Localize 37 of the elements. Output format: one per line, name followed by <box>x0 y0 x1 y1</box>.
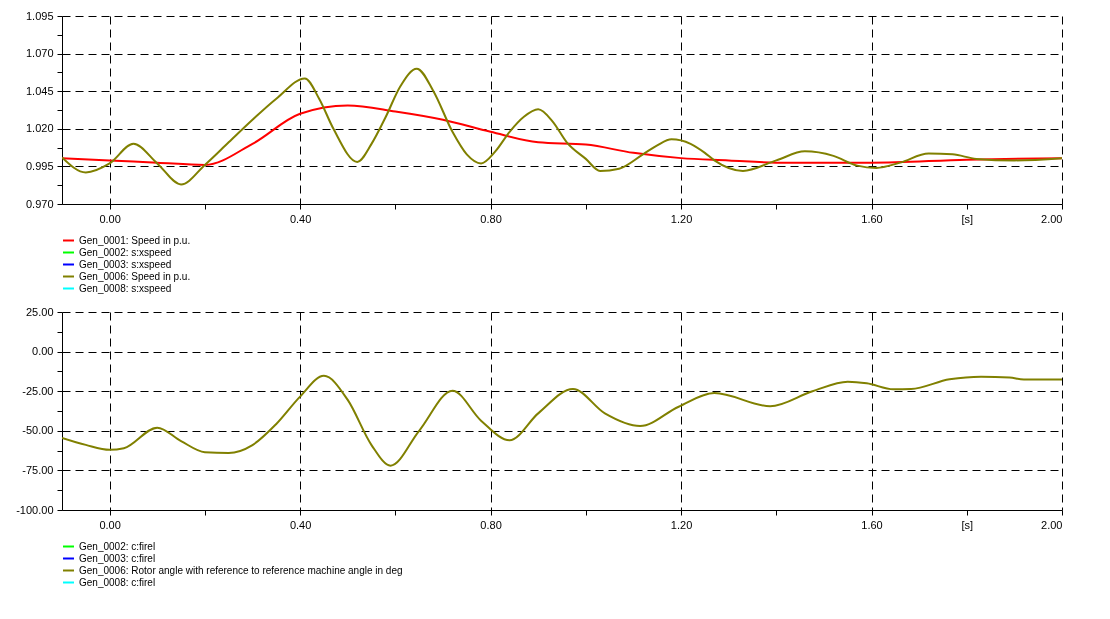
y-tick-label: 0.995 <box>25 159 54 172</box>
x-tick-label: 1.20 <box>670 212 693 225</box>
x-tick-label: 0.40 <box>289 212 312 225</box>
y-tick-label: -100.00 <box>16 503 54 516</box>
x-tick-label: 2.00 <box>1041 518 1063 531</box>
legend-label: Gen_0006: Speed in p.u. <box>79 270 191 282</box>
legend-label: Gen_0002: c:firel <box>79 540 156 552</box>
x-tick-label: 0.80 <box>480 212 502 225</box>
y-tick-label: 0.970 <box>25 197 54 210</box>
x-tick-label: [s] <box>961 212 974 225</box>
y-tick-label: 1.095 <box>25 9 54 22</box>
y-tick-label: -25.00 <box>22 384 54 397</box>
y-tick-label: -75.00 <box>22 463 54 476</box>
legend-label: Gen_0001: Speed in p.u. <box>79 234 191 246</box>
y-tick-label: -50.00 <box>22 424 54 437</box>
x-tick-label: 1.20 <box>670 518 693 531</box>
x-tick-label: 0.40 <box>289 518 312 531</box>
legend-label: Gen_0008: c:firel <box>79 576 156 588</box>
x-tick-label: 0.00 <box>99 518 121 531</box>
y-tick-label: 0.00 <box>32 345 54 358</box>
legend-label: Gen_0008: s:xspeed <box>79 282 172 294</box>
legend-label: Gen_0003: c:firel <box>79 552 156 564</box>
y-tick-label: 25.00 <box>25 305 54 318</box>
legend-label: Gen_0003: s:xspeed <box>79 258 172 270</box>
legend-label: Gen_0002: s:xspeed <box>79 246 172 258</box>
x-tick-label: 1.60 <box>861 212 883 225</box>
legend-label: Gen_0006: Rotor angle with reference to reference machine angle in deg <box>79 564 403 576</box>
x-tick-label: 2.00 <box>1041 212 1063 225</box>
y-tick-label: 1.020 <box>25 122 54 135</box>
line-series <box>62 67 1062 186</box>
y-tick-label: 1.070 <box>25 47 54 60</box>
x-tick-label: [s] <box>961 518 974 531</box>
x-tick-label: 0.00 <box>99 212 121 225</box>
line-series <box>62 374 1062 467</box>
y-tick-label: 1.045 <box>25 84 54 97</box>
x-tick-label: 0.80 <box>480 518 502 531</box>
x-tick-label: 1.60 <box>861 518 883 531</box>
